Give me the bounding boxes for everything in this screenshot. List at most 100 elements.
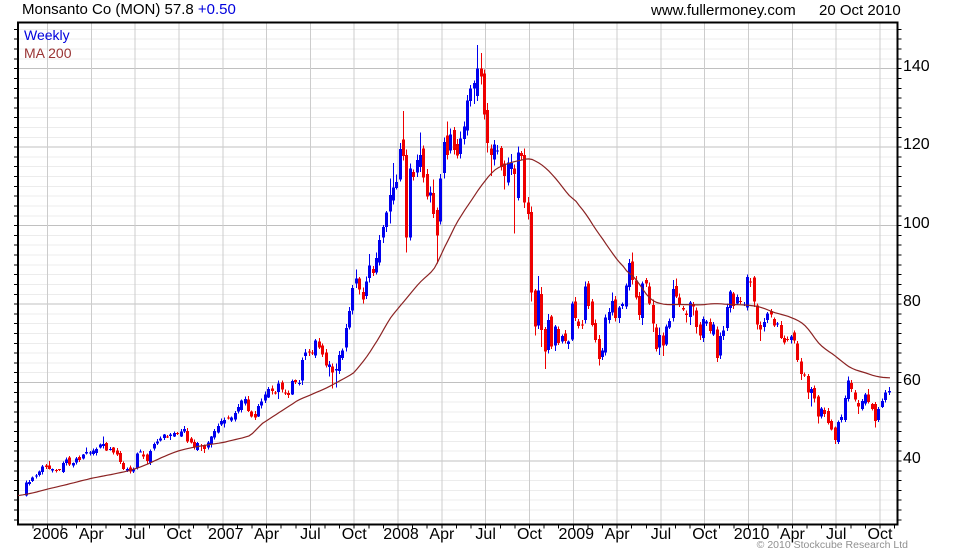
candle-body (476, 68, 479, 97)
candle-body (355, 278, 358, 284)
candle-body (564, 333, 567, 341)
candle-body (850, 382, 853, 389)
candle-body (284, 392, 287, 394)
candle-body (48, 465, 51, 469)
candle-body (443, 142, 446, 174)
candle-body (358, 278, 361, 290)
candle-body (567, 341, 570, 345)
candle-body (362, 291, 365, 300)
x-axis-label: Apr (779, 526, 805, 543)
candle-body (331, 366, 334, 373)
candle-body (112, 447, 115, 453)
candle-body (817, 396, 820, 417)
candle-body (459, 138, 462, 155)
candle-body (399, 149, 402, 180)
candle-body (486, 109, 489, 144)
candle-body (746, 276, 749, 308)
candle-body (598, 338, 601, 359)
candle-body (857, 402, 860, 407)
candle-body (557, 328, 560, 343)
candle-body (881, 400, 884, 407)
candle-body (550, 316, 553, 347)
candle-body (126, 468, 129, 471)
candle-body (153, 444, 156, 449)
instrument-name: Monsanto Co (MON) 57.8 (22, 1, 194, 18)
candle-body (587, 283, 590, 307)
candle-body (183, 428, 186, 432)
candle-body (503, 163, 506, 176)
candle-body (722, 330, 725, 337)
candle-body (41, 466, 44, 472)
candle-body (68, 457, 71, 465)
candle-body (668, 320, 671, 328)
candle-body (227, 417, 230, 419)
candle-body (55, 470, 58, 472)
x-axis-label: Oct (867, 526, 893, 543)
candle-body (38, 471, 41, 476)
candle-body (786, 338, 789, 340)
y-axis-label: 140 (903, 57, 930, 75)
candle-body (867, 394, 870, 403)
candle-body (534, 290, 537, 327)
candle-body (389, 194, 392, 212)
candle-body (422, 148, 425, 178)
website-label: www.fullermoney.com (651, 2, 796, 19)
candle-body (378, 240, 381, 263)
candle-body (102, 444, 105, 447)
candle-body (449, 134, 452, 151)
candle-body (793, 332, 796, 341)
candle-body (844, 398, 847, 420)
candle-body (759, 324, 762, 330)
x-axis-label: Oct (166, 526, 192, 543)
candle-body (763, 322, 766, 328)
candle-body (813, 388, 816, 399)
candle-body (884, 392, 887, 400)
candle-body (439, 178, 442, 222)
candle-body (780, 325, 783, 338)
candle-body (180, 431, 183, 437)
candle-body (146, 454, 149, 461)
x-axis-label: 2008 (383, 526, 419, 543)
x-axis-label: Jul (124, 526, 146, 543)
candle-body (790, 336, 793, 340)
candle-body (95, 448, 98, 453)
price-change: +0.50 (197, 1, 236, 18)
candle-body (604, 317, 607, 353)
candle-body (685, 313, 688, 316)
candle-body (166, 436, 169, 438)
candle-body (116, 450, 119, 455)
candle-body (31, 477, 34, 482)
candle-body (136, 453, 139, 469)
candle-body (314, 340, 317, 356)
candle-body (85, 451, 88, 454)
candle-body (456, 143, 459, 156)
y-axis-label: 60 (903, 371, 921, 389)
x-axis-label: Apr (429, 526, 455, 543)
x-axis-label: 2006 (32, 526, 69, 543)
x-axis-label: Jul (825, 526, 847, 543)
candle-body (139, 451, 142, 453)
candle-body (25, 482, 28, 496)
candle-body (281, 382, 284, 390)
candle-body (510, 162, 513, 170)
candle-body (675, 286, 678, 297)
candle-body (156, 441, 159, 444)
ma200-line (17, 158, 890, 497)
y-axis-label: 100 (903, 214, 930, 232)
candle-body (291, 380, 294, 395)
candle-body (658, 335, 661, 348)
candle-body (874, 404, 877, 421)
candle-body (237, 406, 240, 412)
candle-body (287, 393, 290, 396)
candle-body (368, 265, 371, 279)
candle-body (803, 374, 806, 376)
candle-body (888, 391, 891, 393)
candle-body (537, 290, 540, 326)
candle-body (756, 305, 759, 325)
candle-body (523, 154, 526, 203)
candle-body (520, 153, 523, 157)
candle-body (783, 338, 786, 343)
legend-interval: Weekly (24, 27, 70, 43)
candle-body (149, 450, 152, 463)
